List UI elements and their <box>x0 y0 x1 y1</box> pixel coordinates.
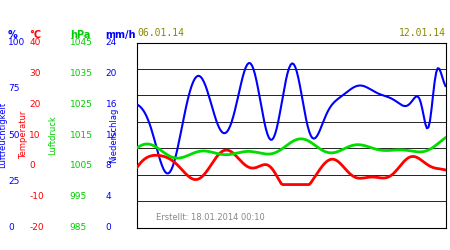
Text: 50: 50 <box>8 130 20 140</box>
Text: 12.01.14: 12.01.14 <box>399 28 446 38</box>
Text: 1015: 1015 <box>70 130 93 140</box>
Text: 100: 100 <box>8 38 25 47</box>
Text: Erstellt: 18.01.2014 00:10: Erstellt: 18.01.2014 00:10 <box>156 213 265 222</box>
Text: Niederschlag: Niederschlag <box>109 107 118 163</box>
Text: 1045: 1045 <box>70 38 93 47</box>
Text: %: % <box>8 30 18 40</box>
Text: 75: 75 <box>8 84 20 93</box>
Text: 16: 16 <box>106 100 117 109</box>
Text: hPa: hPa <box>70 30 90 40</box>
Text: 995: 995 <box>70 192 87 201</box>
Text: 25: 25 <box>8 177 19 186</box>
Text: -20: -20 <box>29 223 44 232</box>
Text: 1025: 1025 <box>70 100 93 109</box>
Text: 20: 20 <box>29 100 40 109</box>
Text: 24: 24 <box>106 38 117 47</box>
Text: 0: 0 <box>8 223 14 232</box>
Text: 12: 12 <box>106 130 117 140</box>
Text: 1035: 1035 <box>70 69 93 78</box>
Text: 0: 0 <box>29 161 35 170</box>
Text: 40: 40 <box>29 38 40 47</box>
Text: -10: -10 <box>29 192 44 201</box>
Text: 20: 20 <box>106 69 117 78</box>
Text: Luftfeuchtigkeit: Luftfeuchtigkeit <box>0 102 7 168</box>
Text: Temperatur: Temperatur <box>19 111 28 159</box>
Text: 985: 985 <box>70 223 87 232</box>
Text: mm/h: mm/h <box>106 30 136 40</box>
Text: 30: 30 <box>29 69 41 78</box>
Text: 8: 8 <box>106 161 112 170</box>
Text: 06.01.14: 06.01.14 <box>137 28 184 38</box>
Text: Luftdruck: Luftdruck <box>49 115 58 155</box>
Text: 0: 0 <box>106 223 112 232</box>
Text: °C: °C <box>29 30 41 40</box>
Text: 4: 4 <box>106 192 112 201</box>
Text: 1005: 1005 <box>70 161 93 170</box>
Text: 10: 10 <box>29 130 41 140</box>
